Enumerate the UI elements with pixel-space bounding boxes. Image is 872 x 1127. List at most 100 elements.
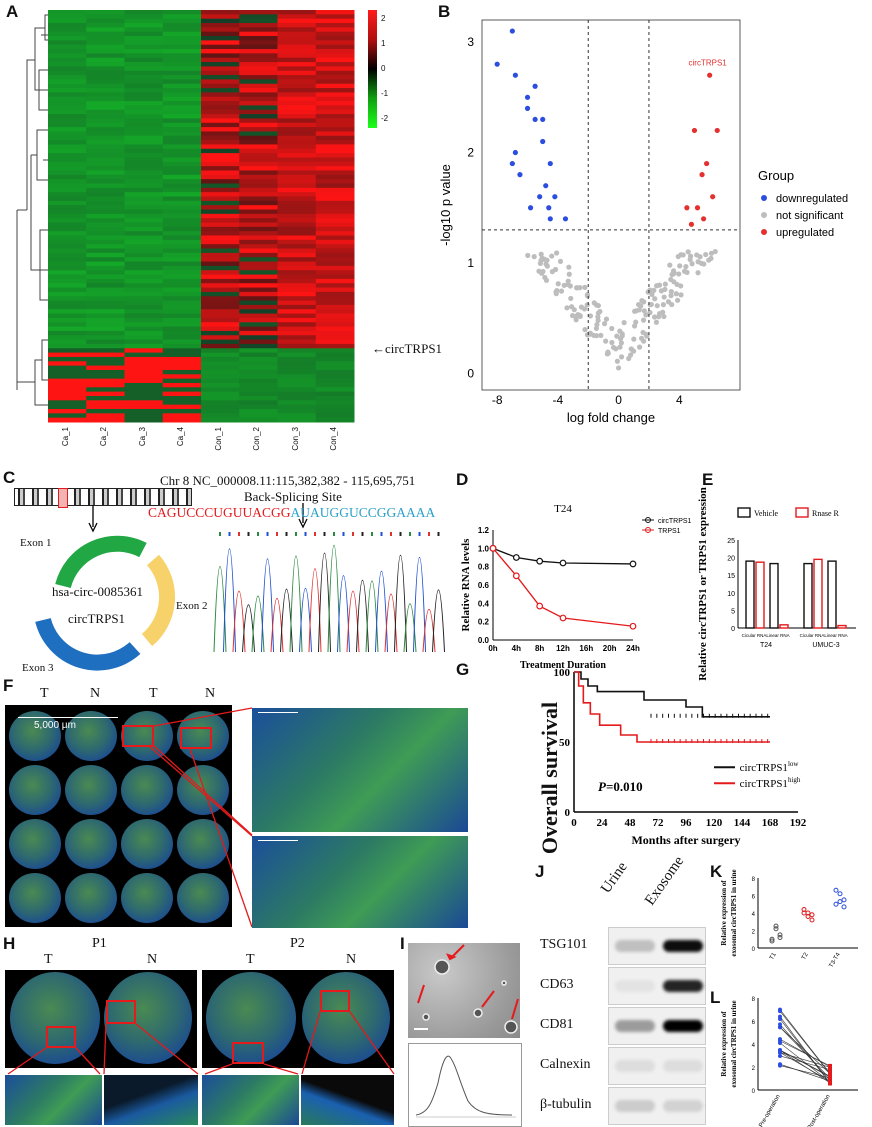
heatmap-cell — [86, 278, 125, 284]
heatmap-cell — [315, 417, 355, 423]
colorbar-tick: 2 — [381, 14, 386, 23]
x-tick: 0h — [488, 644, 497, 653]
paired-line — [779, 1063, 831, 1082]
heatmap-cell — [239, 10, 278, 15]
heatmap-cell — [48, 23, 87, 28]
heatmap-cell — [277, 209, 317, 215]
heatmap-cell — [277, 339, 317, 345]
heatmap-cell — [315, 257, 355, 263]
heatmap-cell — [86, 374, 125, 380]
heatmap-cell — [124, 378, 164, 384]
splice-arrow — [298, 503, 308, 529]
heatmap-cell — [86, 209, 125, 215]
legend-entry: Rnase R — [812, 509, 840, 518]
ns-point — [595, 317, 601, 324]
heatmap-cell — [277, 374, 317, 380]
heatmap-cell — [124, 27, 164, 33]
heatmap-cell — [124, 122, 164, 128]
heatmap-cell — [239, 122, 278, 128]
x-tick: 4h — [512, 644, 521, 653]
pre-point — [778, 1053, 782, 1058]
heatmap-cell — [48, 317, 87, 323]
heatmap-cell — [239, 205, 278, 210]
heatmap-cell — [124, 391, 164, 397]
heatmap-cell — [277, 40, 317, 46]
ns-point — [618, 340, 625, 346]
heatmap-cell — [124, 57, 164, 63]
heatmap-cell — [315, 96, 355, 102]
heatmap-cell — [86, 304, 125, 310]
heatmap-cell — [315, 118, 355, 124]
heatmap-cell — [86, 101, 125, 106]
heatmap-cell — [86, 183, 125, 189]
x-tick: 144 — [734, 817, 751, 829]
heatmap-cell — [124, 417, 164, 423]
heatmap-cell — [162, 413, 202, 419]
legend-entry: downregulated — [776, 193, 848, 205]
heatmap-cell — [277, 10, 317, 15]
heatmap-cell — [201, 387, 240, 393]
ns-point — [555, 281, 561, 287]
heatmap-cell — [277, 148, 317, 154]
heatmap-cell — [201, 244, 240, 250]
x-tick: 12h — [556, 644, 570, 653]
heatmap-cell — [201, 213, 240, 219]
paired-line — [779, 1010, 831, 1075]
heatmap-cell — [277, 31, 317, 37]
heatmap-cell — [315, 105, 355, 111]
heatmap-cell — [48, 278, 87, 284]
heatmap-cell — [239, 270, 278, 276]
heatmap-cell — [277, 18, 317, 24]
heatmap-cell — [86, 352, 125, 358]
heatmap-cell — [239, 252, 278, 258]
heatmap-cell — [162, 400, 202, 406]
ns-point — [577, 313, 583, 319]
heatmap-cell — [277, 49, 317, 54]
heatmap-cell — [162, 23, 202, 28]
ns-point — [708, 250, 715, 256]
heatmap-cell — [124, 382, 164, 388]
ns-point — [706, 257, 712, 263]
heatmap-cell — [48, 231, 87, 237]
nta-plot — [408, 1043, 522, 1127]
heatmap-cell — [162, 179, 202, 184]
heatmap-cell — [239, 265, 278, 271]
f-label-t2: T — [149, 686, 158, 701]
heatmap-cell — [239, 296, 278, 302]
panel-label-f: F — [3, 676, 14, 695]
heatmap-cell — [86, 283, 125, 289]
legend-marker — [761, 195, 767, 201]
ns-point — [656, 314, 662, 320]
ns-point — [648, 301, 654, 308]
heatmap-cell — [315, 261, 355, 267]
heatmap-cell — [239, 335, 278, 341]
heatmap-cell — [239, 196, 278, 202]
heatmap-cell — [201, 161, 240, 167]
p-value: P=0.010 — [598, 779, 643, 794]
h-label-p2: P2 — [290, 936, 305, 951]
heatmap-cell — [124, 408, 164, 414]
heatmap-cell — [162, 131, 202, 137]
legend-entry: not significant — [776, 210, 843, 222]
up-point — [694, 205, 701, 211]
heatmap-cell — [48, 270, 87, 276]
heatmap-cell — [48, 49, 87, 54]
heatmap-cell — [201, 296, 240, 302]
x-tick: T1 — [769, 951, 778, 961]
heatmap-cell — [315, 317, 355, 323]
heatmap-cell — [201, 400, 240, 406]
heatmap-cell — [48, 148, 87, 154]
ns-point — [653, 319, 660, 325]
nta-curve — [415, 1055, 516, 1118]
heatmap-cell — [162, 18, 202, 24]
heatmap-cell — [201, 101, 240, 106]
heatmap-cell — [277, 313, 317, 319]
heatmap-cell — [315, 330, 355, 336]
heatmap-cell — [124, 361, 164, 367]
heatmap-cell — [239, 140, 278, 145]
legend-sup: low — [788, 760, 799, 768]
heatmap-cell — [124, 209, 164, 215]
heatmap-cell — [86, 296, 125, 302]
heatmap-cell — [48, 170, 87, 176]
ns-point — [652, 314, 658, 320]
